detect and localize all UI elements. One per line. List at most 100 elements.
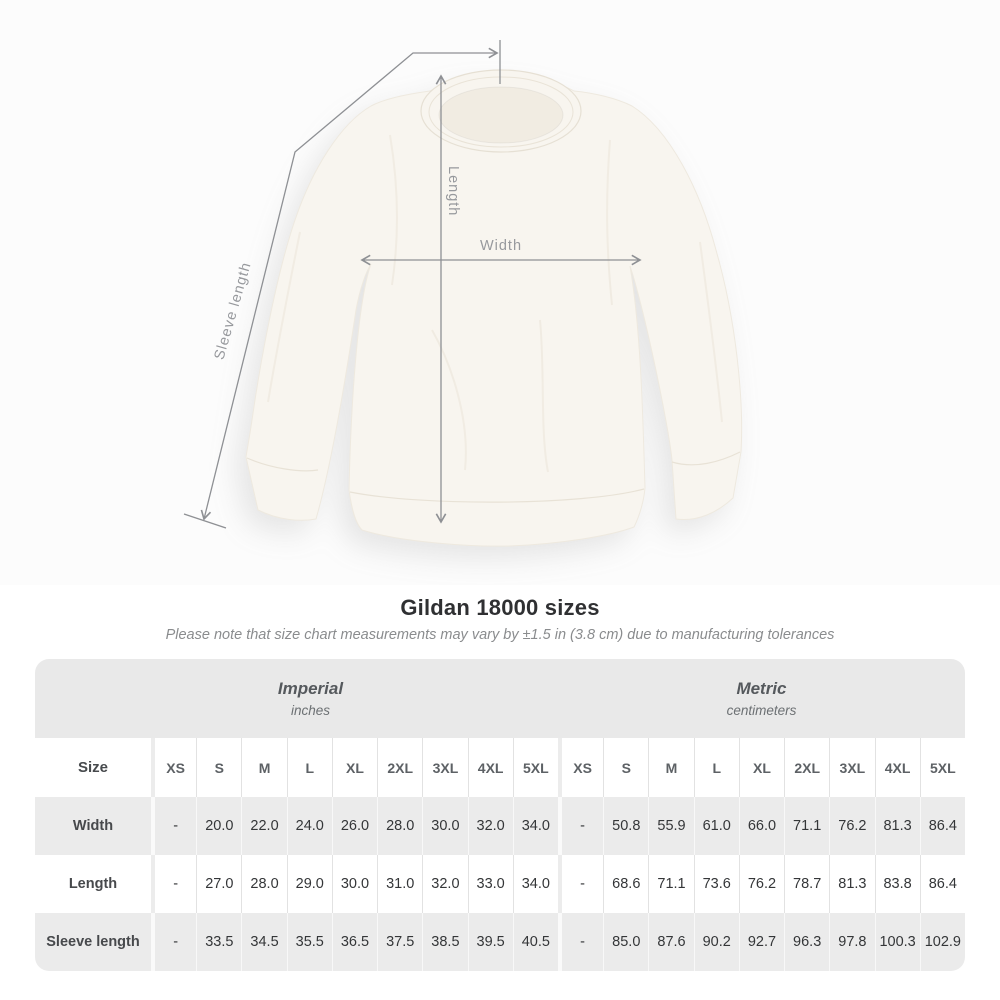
size-table-container: Imperial inches Metric centimeters Size … [35,659,965,971]
size-cell: 5XL [919,738,965,797]
product-measurement-figure: Length Width Sleeve length [183,40,743,547]
value-cell: 29.0 [286,855,332,913]
value-cell: 39.5 [467,913,513,971]
value-cell: 36.5 [331,913,378,971]
value-cell: 34.5 [241,913,287,971]
value-cell: - [151,913,197,971]
unit-group-header-row: Imperial inches Metric centimeters [35,659,965,738]
value-cell: 34.0 [512,797,558,855]
size-cell: M [648,738,694,797]
metric-unit: centimeters [726,703,797,719]
size-cell: XL [738,738,785,797]
value-cell: 30.0 [422,797,468,855]
value-cell: 81.3 [829,855,875,913]
value-cell: 96.3 [784,913,830,971]
size-cell: 5XL [512,738,558,797]
metric-group-header: Metric centimeters [557,659,965,738]
sleeve-length-label: Sleeve length [212,260,255,361]
value-cell: 28.0 [377,797,423,855]
imperial-unit: inches [290,703,330,719]
value-cell: 32.0 [422,855,468,913]
tolerance-note: Please note that size chart measurements… [165,627,835,643]
size-cell: 3XL [829,738,875,797]
row-label: Width [35,797,151,855]
value-cell: 85.0 [603,913,649,971]
value-cell: 102.9 [919,913,965,971]
collar [420,69,582,153]
size-cell: XS [557,738,604,797]
size-cell: 4XL [874,738,920,797]
value-cell: 34.0 [512,855,558,913]
size-cell: M [241,738,287,797]
value-cell: - [557,797,604,855]
size-cell: 4XL [467,738,513,797]
value-cell: 68.6 [603,855,649,913]
table-row-width: Width - 20.0 22.0 24.0 26.0 28.0 30.0 32… [35,797,965,855]
value-cell: 73.6 [693,855,739,913]
value-cell: 24.0 [286,797,332,855]
size-cell: L [286,738,332,797]
metric-label: Metric [736,678,787,698]
value-cell: - [557,913,604,971]
row-label: Length [35,855,151,913]
table-row-sleeve-length: Sleeve length - 33.5 34.5 35.5 36.5 37.5… [35,913,965,971]
sweatshirt-figure: Length Width Sleeve length [183,40,743,547]
value-cell: 32.0 [467,797,513,855]
value-cell: 97.8 [829,913,875,971]
imperial-group-header: Imperial inches [35,659,558,738]
value-cell: 81.3 [874,797,920,855]
width-label: Width [480,238,522,254]
value-cell: 38.5 [422,913,468,971]
value-cell: 76.2 [829,797,875,855]
size-cell: 3XL [422,738,468,797]
row-label: Sleeve length [35,913,151,971]
value-cell: 26.0 [331,797,378,855]
size-cell: 2XL [377,738,423,797]
value-cell: 90.2 [693,913,739,971]
value-cell: 37.5 [377,913,423,971]
size-cell: XL [331,738,378,797]
value-cell: 20.0 [196,797,242,855]
sweatshirt-graphic [245,69,743,547]
length-label: Length [445,166,461,216]
value-cell: 55.9 [648,797,694,855]
value-cell: 78.7 [784,855,830,913]
heading-block: Gildan 18000 sizes Please note that size… [0,595,1000,643]
sleeve-length-arrow [183,40,501,529]
imperial-label: Imperial [277,678,344,698]
size-table: Imperial inches Metric centimeters Size … [35,659,965,971]
value-cell: - [151,855,197,913]
size-cell: L [693,738,739,797]
value-cell: 31.0 [377,855,423,913]
value-cell: 86.4 [919,855,965,913]
value-cell: 76.2 [738,855,785,913]
value-cell: 35.5 [286,913,332,971]
value-cell: 83.8 [874,855,920,913]
size-column-header: Size [35,738,151,797]
size-cell: 2XL [784,738,830,797]
value-cell: - [151,797,197,855]
value-cell: 33.5 [196,913,242,971]
value-cell: 28.0 [241,855,287,913]
size-cell: XS [151,738,197,797]
size-header-row: Size XS S M L XL 2XL 3XL 4XL 5XL XS S M … [35,738,965,797]
value-cell: 50.8 [603,797,649,855]
value-cell: 87.6 [648,913,694,971]
value-cell: 100.3 [874,913,920,971]
value-cell: 71.1 [784,797,830,855]
table-row-length: Length - 27.0 28.0 29.0 30.0 31.0 32.0 3… [35,855,965,913]
size-cell: S [196,738,242,797]
size-cell: S [603,738,649,797]
value-cell: 22.0 [241,797,287,855]
value-cell: - [557,855,604,913]
right-cuff-seam [671,451,741,466]
value-cell: 27.0 [196,855,242,913]
value-cell: 71.1 [648,855,694,913]
value-cell: 40.5 [512,913,558,971]
value-cell: 92.7 [738,913,785,971]
page-title: Gildan 18000 sizes [400,595,600,620]
value-cell: 30.0 [331,855,378,913]
value-cell: 33.0 [467,855,513,913]
value-cell: 61.0 [693,797,739,855]
